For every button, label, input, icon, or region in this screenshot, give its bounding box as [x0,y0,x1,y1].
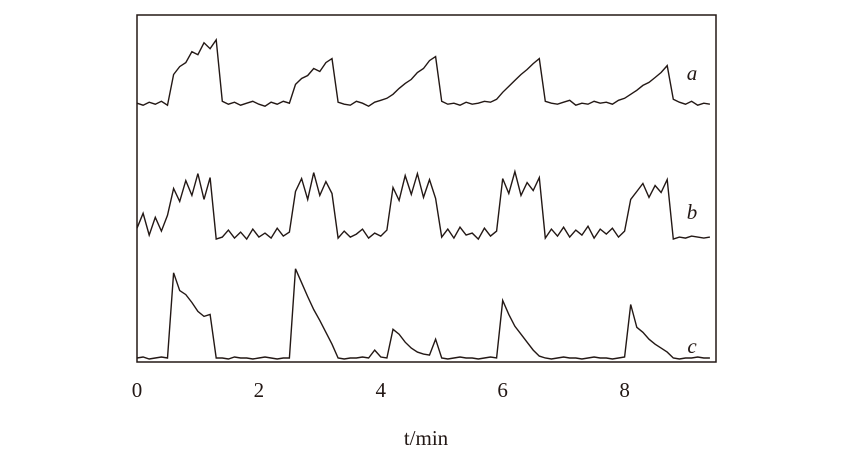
x-tick-label: 0 [132,378,143,402]
x-tick-label: 4 [376,378,387,402]
trace-line [136,37,711,108]
x-axis-label: t/min [404,426,449,450]
series-label: b [687,200,698,224]
series-label: c [687,334,697,358]
trace-line [136,268,710,360]
x-tick-label: 6 [497,378,508,402]
x-tick-label: 8 [619,378,630,402]
x-tick-label: 2 [254,378,265,402]
trace-line [136,168,711,241]
series-label: a [687,61,698,85]
plot-frame [136,14,717,363]
